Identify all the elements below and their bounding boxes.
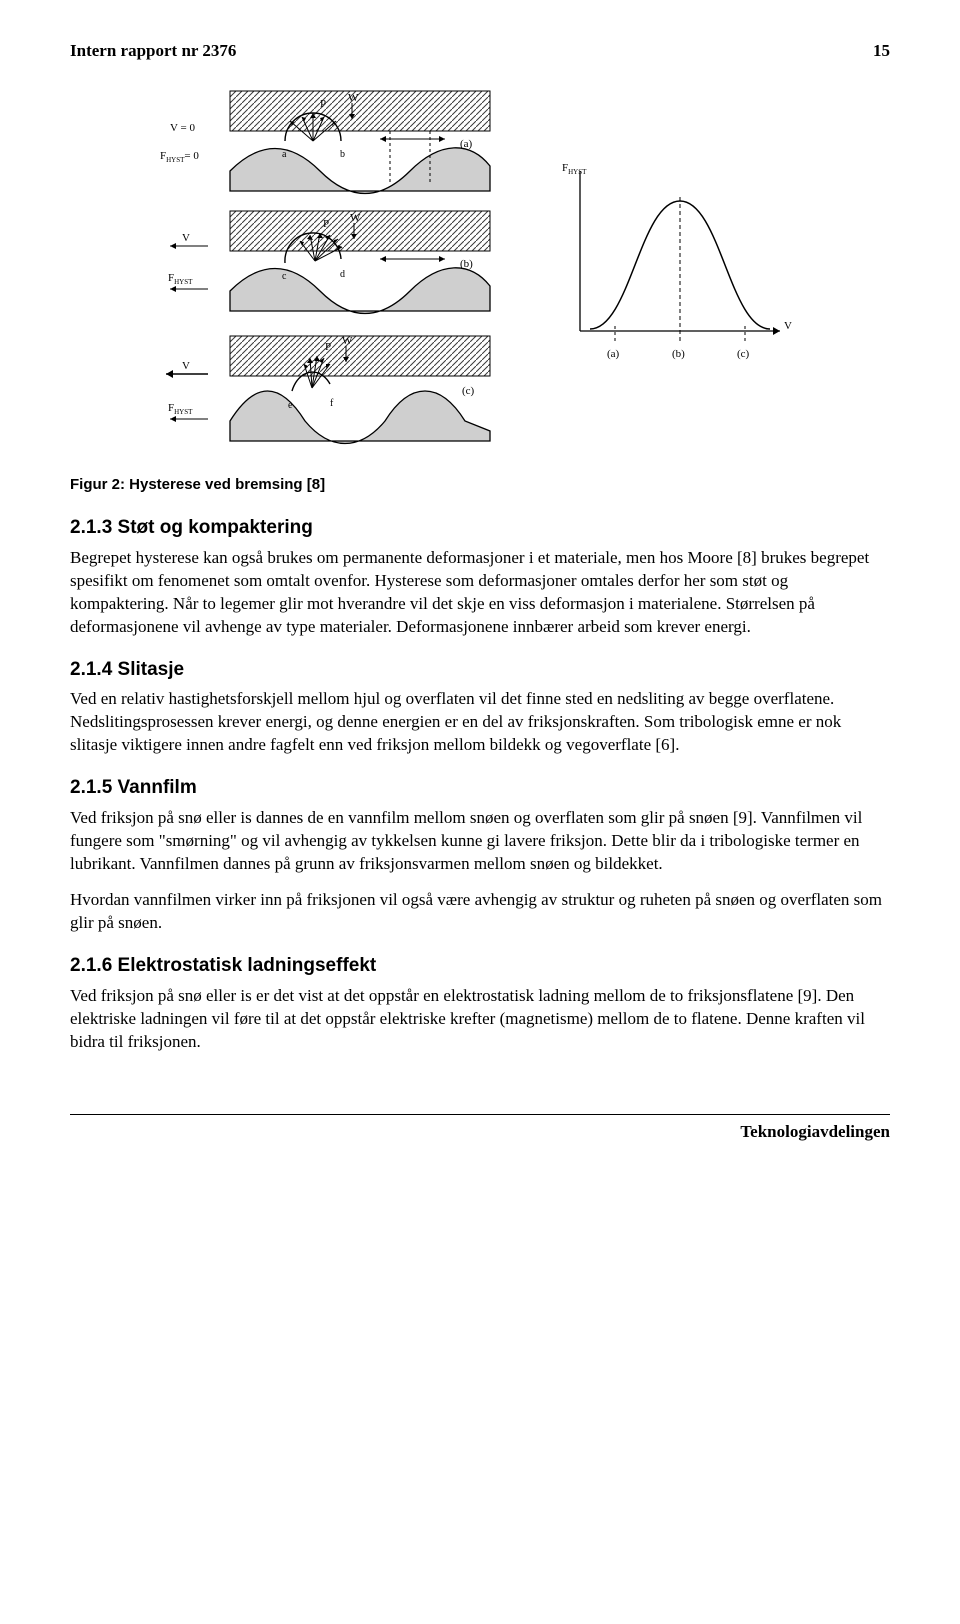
section-2-1-3: 2.1.3 Støt og kompaktering Begrepet hyst… — [70, 515, 890, 638]
paragraph: Ved friksjon på snø eller is dannes de e… — [70, 807, 890, 876]
hysteresis-diagram: P W a b (a) V = 0 FHYST= 0 — [160, 81, 800, 461]
svg-text:d: d — [340, 269, 345, 280]
section-2-1-5: 2.1.5 Vannfilm Ved friksjon på snø eller… — [70, 775, 890, 935]
heading-2-1-4: 2.1.4 Slitasje — [70, 657, 890, 683]
footer-text: Teknologiavdelingen — [70, 1121, 890, 1144]
svg-text:W: W — [348, 92, 359, 104]
figure-2: P W a b (a) V = 0 FHYST= 0 — [70, 81, 890, 495]
heading-2-1-3: 2.1.3 Støt og kompaktering — [70, 515, 890, 541]
svg-text:V: V — [182, 360, 190, 372]
paragraph: Ved en relativ hastighetsforskjell mello… — [70, 688, 890, 757]
paragraph: Begrepet hysterese kan også brukes om pe… — [70, 547, 890, 639]
svg-text:FHYST: FHYST — [168, 402, 193, 416]
svg-text:W: W — [350, 212, 361, 224]
svg-text:a: a — [282, 149, 287, 160]
svg-text:P: P — [325, 341, 331, 353]
svg-text:(c): (c) — [462, 385, 475, 397]
figure-caption: Figur 2: Hysterese ved bremsing [8] — [70, 475, 890, 495]
section-2-1-6: 2.1.6 Elektrostatisk ladningseffekt Ved … — [70, 953, 890, 1053]
svg-text:FHYST= 0: FHYST= 0 — [160, 150, 199, 164]
page-header: Intern rapport nr 2376 15 — [70, 40, 890, 63]
svg-text:V = 0: V = 0 — [170, 122, 195, 134]
svg-text:V: V — [784, 320, 792, 332]
svg-text:f: f — [330, 398, 334, 409]
svg-text:(b): (b) — [672, 348, 685, 360]
svg-text:(b): (b) — [460, 258, 473, 270]
svg-text:FHYST: FHYST — [562, 162, 587, 176]
svg-text:e: e — [288, 400, 293, 411]
svg-text:V: V — [182, 232, 190, 244]
svg-text:(a): (a) — [607, 348, 620, 360]
paragraph: Ved friksjon på snø eller is er det vist… — [70, 985, 890, 1054]
section-2-1-4: 2.1.4 Slitasje Ved en relativ hastighets… — [70, 657, 890, 757]
page-number: 15 — [873, 40, 890, 63]
paragraph: Hvordan vannfilmen virker inn på friksjo… — [70, 889, 890, 935]
svg-text:b: b — [340, 149, 345, 160]
svg-text:c: c — [282, 271, 287, 282]
report-title: Intern rapport nr 2376 — [70, 40, 236, 63]
svg-text:P: P — [320, 98, 326, 110]
svg-text:W: W — [342, 335, 353, 347]
svg-text:FHYST: FHYST — [168, 272, 193, 286]
heading-2-1-6: 2.1.6 Elektrostatisk ladningseffekt — [70, 953, 890, 979]
footer-rule — [70, 1114, 890, 1115]
svg-text:P: P — [323, 218, 329, 230]
svg-text:(c): (c) — [737, 348, 750, 360]
heading-2-1-5: 2.1.5 Vannfilm — [70, 775, 890, 801]
svg-text:(a): (a) — [460, 138, 473, 150]
